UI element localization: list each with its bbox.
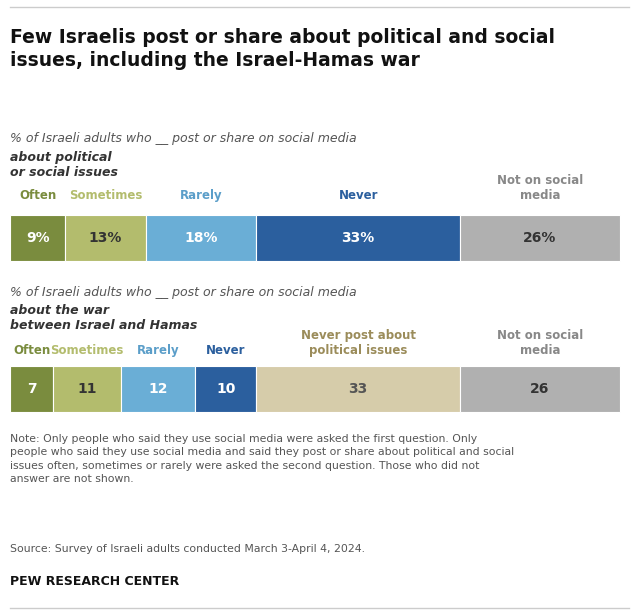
- Text: Rarely: Rarely: [180, 189, 222, 202]
- Text: 26: 26: [530, 382, 550, 396]
- Text: 12: 12: [148, 382, 167, 396]
- Text: Sometimes: Sometimes: [50, 344, 124, 357]
- Text: % of Israeli adults who __ post or share on social media: % of Israeli adults who __ post or share…: [10, 286, 360, 299]
- Text: about the war
between Israel and Hamas: about the war between Israel and Hamas: [10, 304, 197, 333]
- Text: PEW RESEARCH CENTER: PEW RESEARCH CENTER: [10, 575, 179, 588]
- Text: Source: Survey of Israeli adults conducted March 3-April 4, 2024.: Source: Survey of Israeli adults conduct…: [10, 544, 365, 554]
- Text: 9%: 9%: [26, 231, 50, 245]
- Text: Not on social
media: Not on social media: [497, 328, 583, 357]
- Text: 26%: 26%: [523, 231, 557, 245]
- Text: 7: 7: [27, 382, 36, 396]
- Text: Never: Never: [339, 189, 378, 202]
- Text: Often: Often: [13, 344, 50, 357]
- Text: % of Israeli adults who __ post or share on social media: % of Israeli adults who __ post or share…: [10, 132, 360, 145]
- Text: Few Israelis post or share about political and social
issues, including the Isra: Few Israelis post or share about politic…: [10, 28, 555, 70]
- Text: Sometimes: Sometimes: [69, 189, 142, 202]
- Text: Rarely: Rarely: [137, 344, 179, 357]
- Text: 10: 10: [216, 382, 235, 396]
- Text: Often: Often: [19, 189, 56, 202]
- Text: 11: 11: [77, 382, 96, 396]
- Text: Not on social
media: Not on social media: [497, 173, 583, 202]
- Text: about political
or social issues: about political or social issues: [10, 151, 118, 179]
- Text: Note: Only people who said they use social media were asked the first question. : Note: Only people who said they use soci…: [10, 434, 514, 485]
- Text: Never: Never: [206, 344, 245, 357]
- Text: 18%: 18%: [184, 231, 218, 245]
- Text: Never post about
political issues: Never post about political issues: [300, 328, 415, 357]
- Text: 13%: 13%: [89, 231, 122, 245]
- Text: 33: 33: [348, 382, 368, 396]
- Text: 33%: 33%: [341, 231, 374, 245]
